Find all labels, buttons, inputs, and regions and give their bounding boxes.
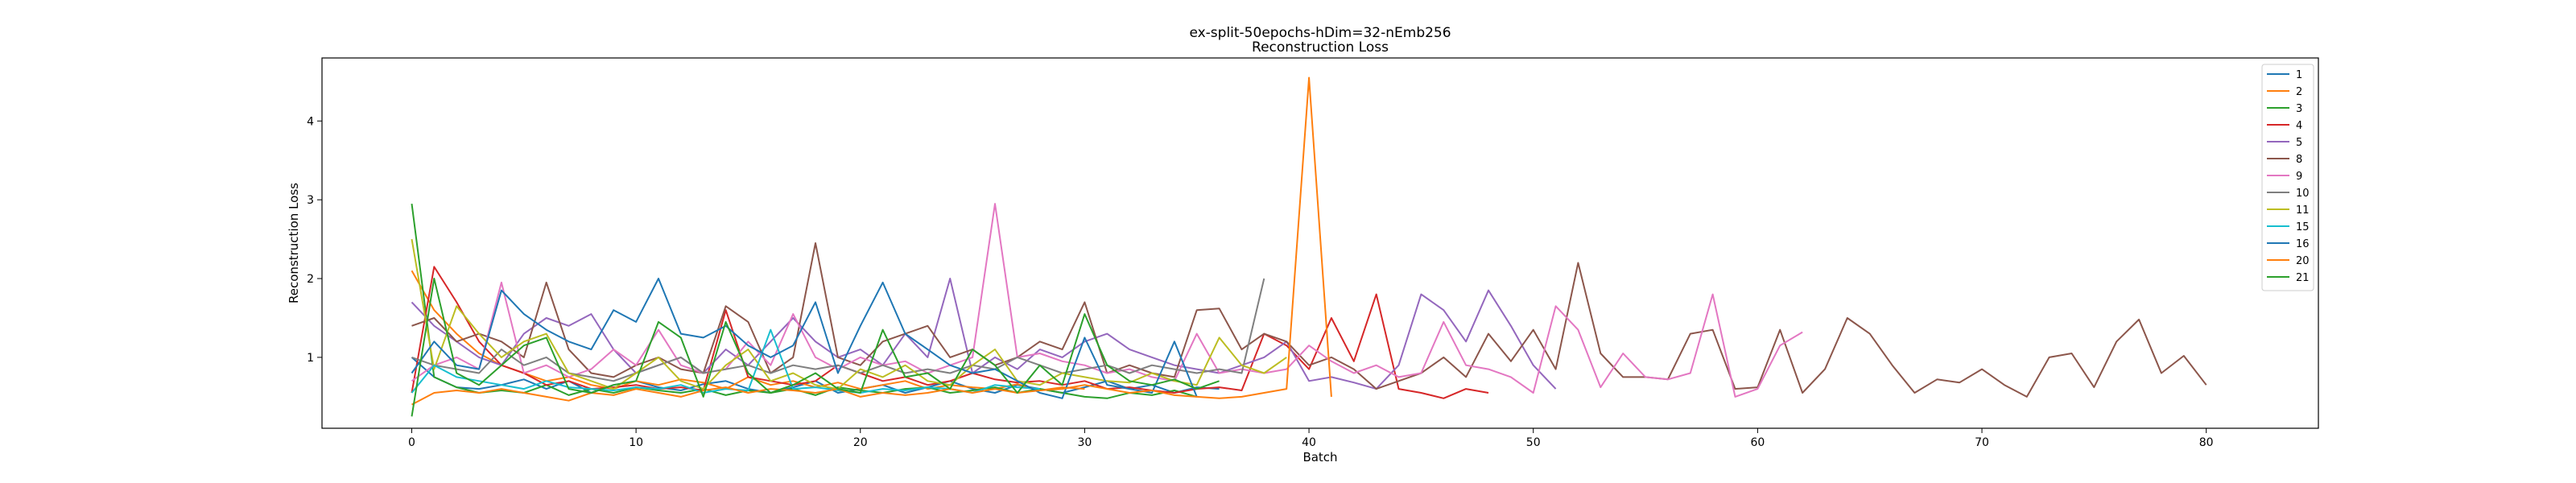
legend-label-20: 20 xyxy=(2296,255,2310,267)
x-tick-label: 40 xyxy=(1302,436,1316,449)
series-line-11 xyxy=(411,238,1287,390)
legend-label-16: 16 xyxy=(2296,238,2310,250)
x-tick-label: 50 xyxy=(1526,436,1541,449)
x-tick-label: 20 xyxy=(853,436,868,449)
legend: 1 2 3 4 5 8 9 10 11 15 16 20 21 xyxy=(2261,64,2314,291)
legend-label-5: 5 xyxy=(2296,137,2302,149)
plot-frame xyxy=(321,57,2319,429)
series-line-5 xyxy=(411,278,1557,390)
series-line-21 xyxy=(411,278,1220,417)
legend-label-10: 10 xyxy=(2296,188,2310,200)
legend-label-1: 1 xyxy=(2296,69,2302,81)
y-axis: 1 2 3 4 xyxy=(307,115,322,365)
chart-title: ex-split-50epochs-hDim=32-nEmb256 xyxy=(1189,25,1451,41)
series-line-15 xyxy=(411,328,1040,394)
y-tick-label: 4 xyxy=(307,115,314,128)
legend-label-15: 15 xyxy=(2296,221,2310,233)
x-tick-label: 10 xyxy=(629,436,643,449)
x-axis-label: Batch xyxy=(1302,450,1337,464)
x-tick-label: 60 xyxy=(1750,436,1765,449)
legend-label-11: 11 xyxy=(2296,204,2310,217)
legend-label-2: 2 xyxy=(2296,86,2302,98)
x-tick-label: 80 xyxy=(2199,436,2214,449)
y-tick-label: 3 xyxy=(307,194,314,207)
series-line-8 xyxy=(411,242,2207,398)
x-tick-label: 0 xyxy=(408,436,415,449)
legend-label-9: 9 xyxy=(2296,171,2302,183)
legend-label-4: 4 xyxy=(2296,120,2302,132)
y-axis-label: Reconstruction Loss xyxy=(287,183,301,303)
legend-label-3: 3 xyxy=(2296,103,2302,115)
legend-label-8: 8 xyxy=(2296,154,2302,166)
series-line-9 xyxy=(411,203,1803,398)
series-line-20 xyxy=(411,76,1332,406)
y-tick-label: 2 xyxy=(307,273,314,286)
series-line-10 xyxy=(411,278,1265,382)
x-tick-label: 30 xyxy=(1078,436,1092,449)
y-tick-label: 1 xyxy=(307,352,314,365)
x-axis: 0 10 20 30 40 50 60 70 80 xyxy=(408,428,2214,449)
legend-label-21: 21 xyxy=(2296,272,2310,284)
chart-subtitle: Reconstruction Loss xyxy=(1252,39,1389,56)
x-tick-label: 70 xyxy=(1975,436,1989,449)
plot-series xyxy=(411,76,2207,417)
legend-box xyxy=(2261,64,2314,291)
